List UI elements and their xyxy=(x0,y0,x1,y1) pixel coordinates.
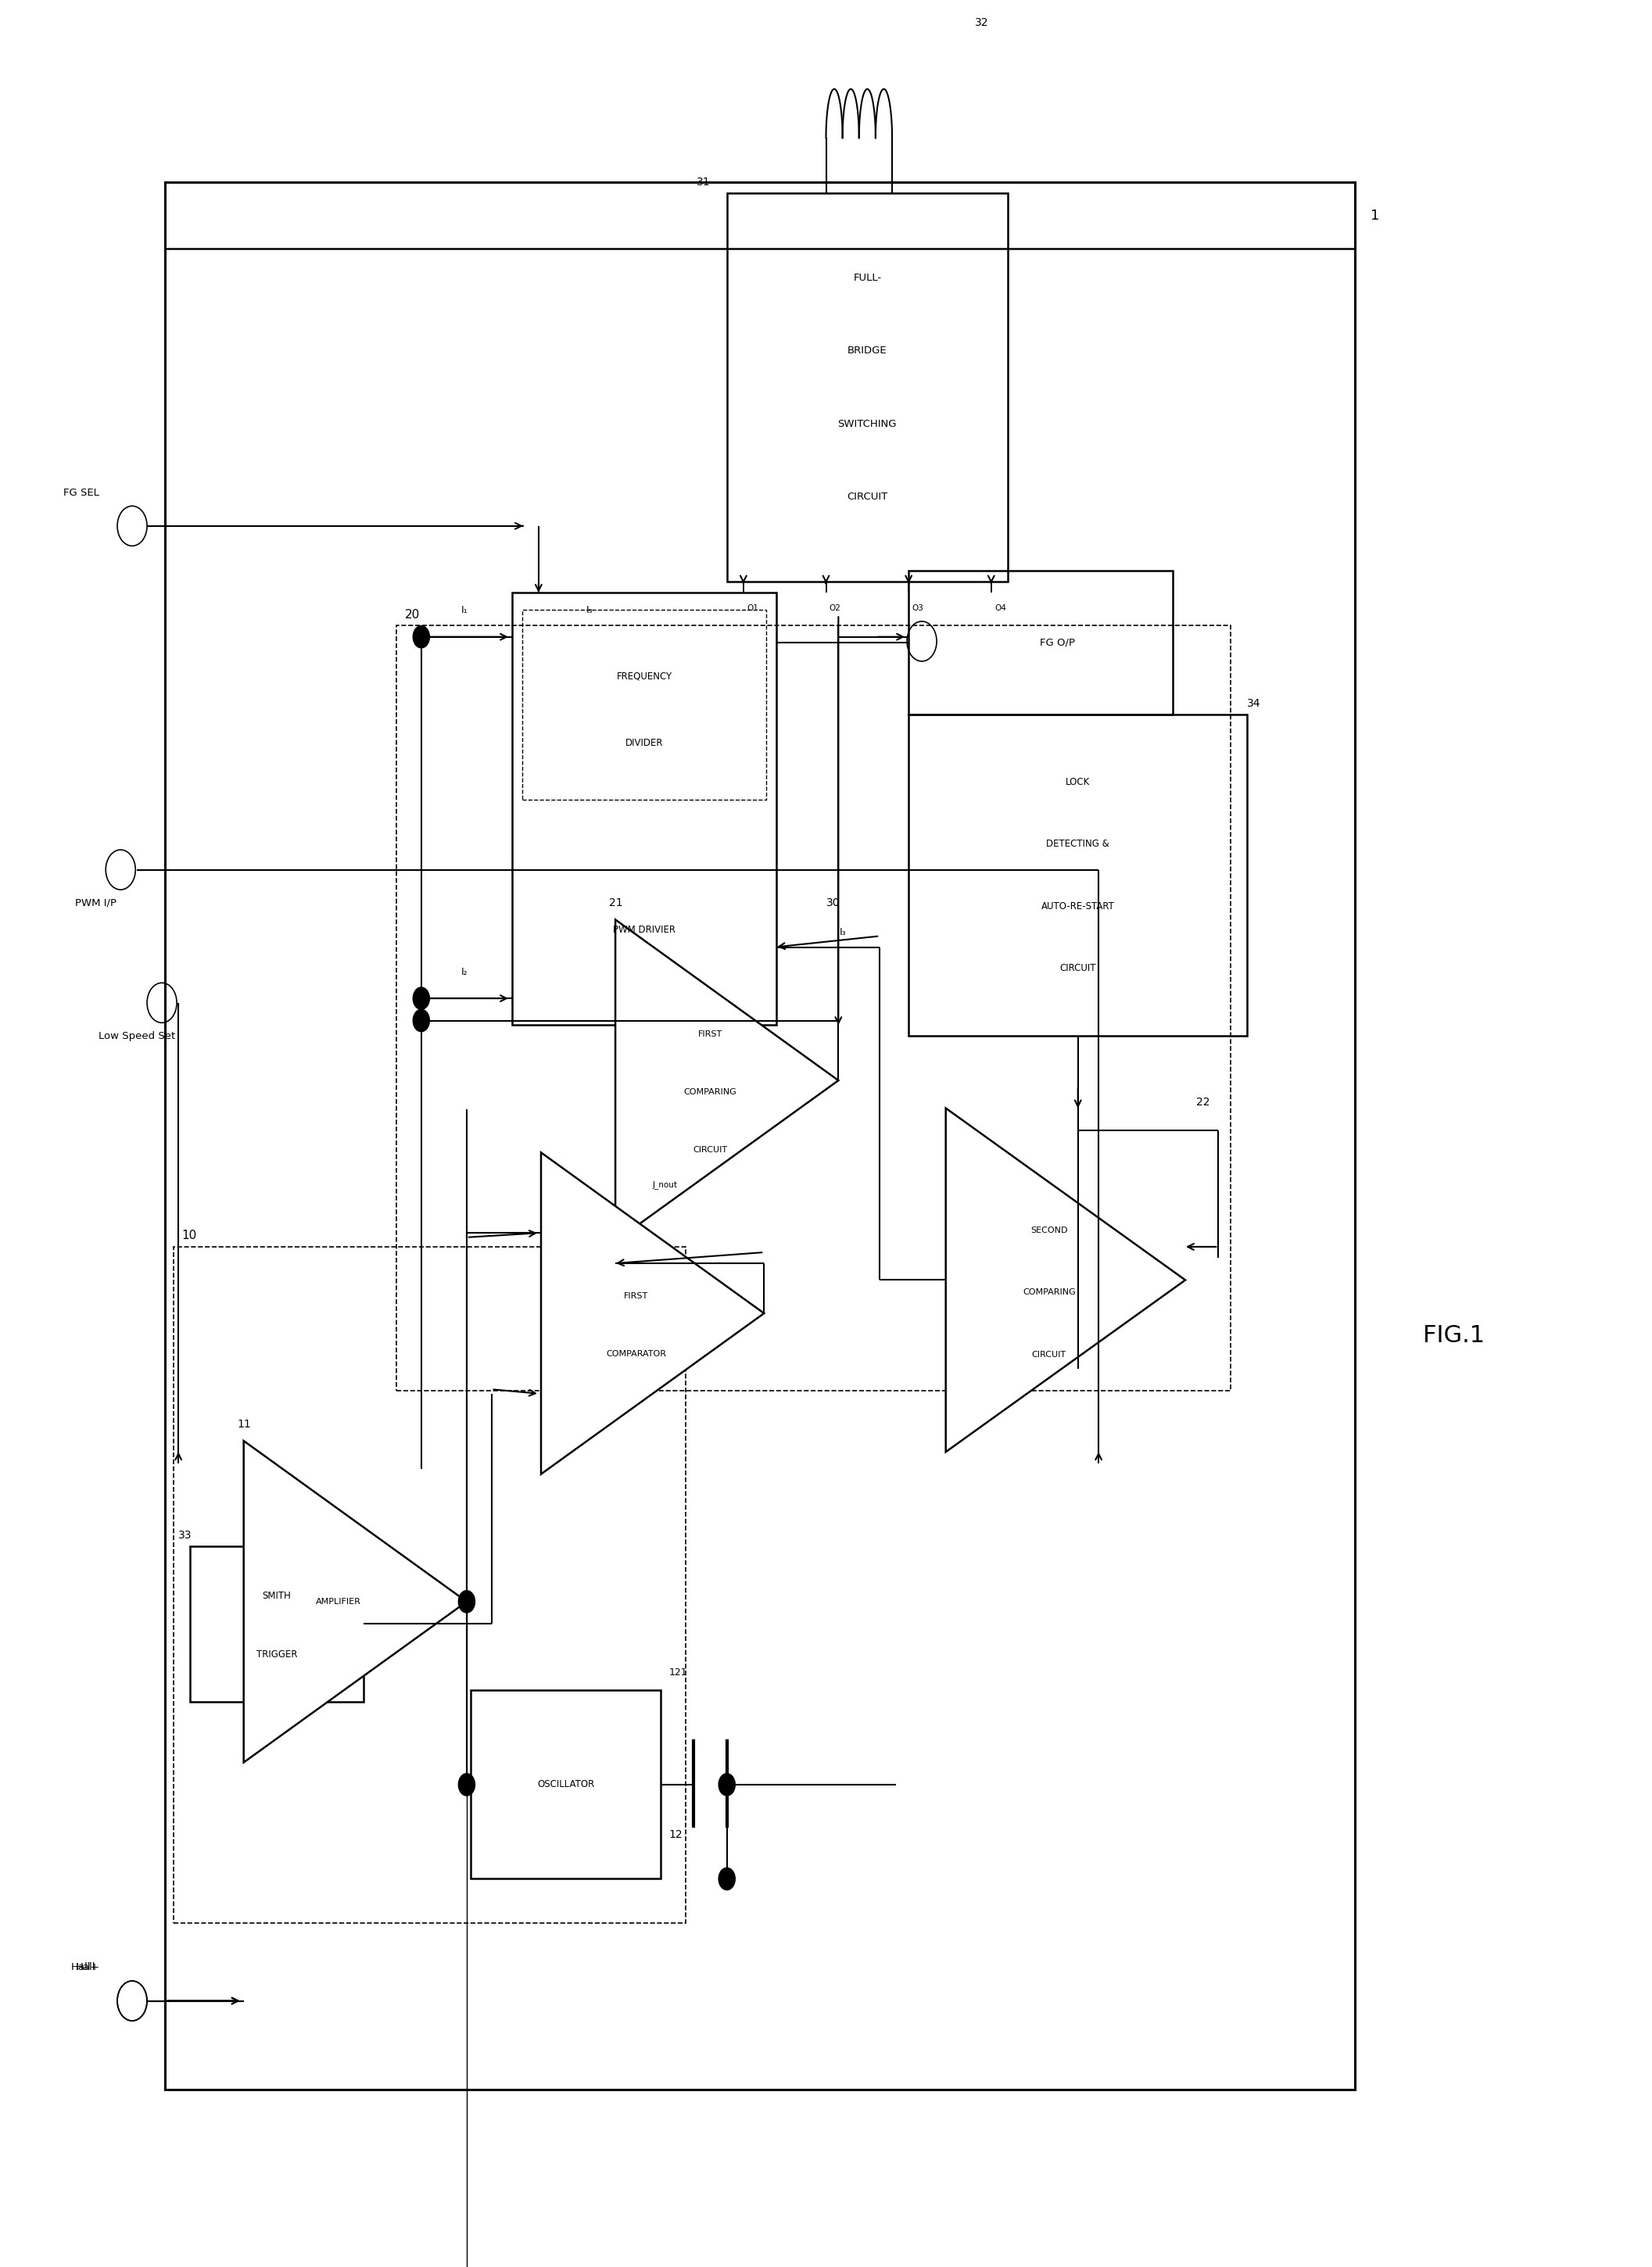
Text: CIRCUIT: CIRCUIT xyxy=(847,492,887,503)
Circle shape xyxy=(719,1773,735,1795)
Text: I₂: I₂ xyxy=(461,966,468,977)
Text: O4: O4 xyxy=(995,603,1006,612)
Text: COMPARING: COMPARING xyxy=(684,1088,737,1095)
Text: BRIDGE: BRIDGE xyxy=(847,345,887,356)
Circle shape xyxy=(413,1009,430,1031)
Text: Hall-: Hall- xyxy=(76,1963,99,1972)
Text: OSCILLATOR: OSCILLATOR xyxy=(537,1780,595,1789)
Circle shape xyxy=(458,1591,476,1612)
Text: 1: 1 xyxy=(1371,209,1379,222)
Text: 34: 34 xyxy=(1247,698,1260,710)
Text: SECOND: SECOND xyxy=(1031,1226,1067,1233)
Polygon shape xyxy=(243,1442,466,1761)
Text: 22: 22 xyxy=(1196,1097,1209,1109)
Text: FIRST: FIRST xyxy=(624,1292,648,1299)
Text: COMPARING: COMPARING xyxy=(1023,1288,1075,1297)
Text: CIRCUIT: CIRCUIT xyxy=(694,1145,727,1154)
Text: AMPLIFIER: AMPLIFIER xyxy=(316,1598,362,1605)
Text: PWM I/P: PWM I/P xyxy=(74,898,117,909)
Text: PWM DRIVIER: PWM DRIVIER xyxy=(613,925,676,934)
Text: FREQUENCY: FREQUENCY xyxy=(616,671,672,682)
Text: SWITCHING: SWITCHING xyxy=(838,419,897,428)
Text: Low Speed Set: Low Speed Set xyxy=(99,1031,175,1041)
Text: 30: 30 xyxy=(826,898,839,909)
Text: 31: 31 xyxy=(697,177,710,188)
Circle shape xyxy=(413,988,430,1009)
Text: CIRCUIT: CIRCUIT xyxy=(1059,963,1097,973)
Text: J_nout: J_nout xyxy=(653,1181,677,1188)
Text: FIRST: FIRST xyxy=(699,1031,722,1038)
Text: 33: 33 xyxy=(178,1530,192,1542)
Circle shape xyxy=(719,1868,735,1891)
Text: CIRCUIT: CIRCUIT xyxy=(1032,1351,1066,1358)
Text: 10: 10 xyxy=(182,1229,197,1242)
Text: LOCK: LOCK xyxy=(1066,778,1090,787)
Text: DIVIDER: DIVIDER xyxy=(626,739,662,748)
Text: I₃: I₃ xyxy=(839,927,846,936)
Text: I₃: I₃ xyxy=(586,605,593,614)
Text: FG O/P: FG O/P xyxy=(1039,637,1075,648)
Text: 121: 121 xyxy=(669,1669,687,1678)
Text: TRIGGER: TRIGGER xyxy=(256,1650,297,1659)
Circle shape xyxy=(413,626,430,648)
Polygon shape xyxy=(945,1109,1186,1451)
Text: DETECTING &: DETECTING & xyxy=(1046,839,1110,850)
Polygon shape xyxy=(542,1152,763,1474)
Text: 11: 11 xyxy=(238,1419,251,1430)
Circle shape xyxy=(458,1773,476,1795)
Text: AUTO-RE-START: AUTO-RE-START xyxy=(1041,902,1115,911)
Text: FG SEL: FG SEL xyxy=(63,487,99,499)
Text: FIG.1: FIG.1 xyxy=(1422,1324,1485,1347)
Text: 20: 20 xyxy=(405,610,420,621)
Text: COMPARATOR: COMPARATOR xyxy=(606,1349,666,1358)
Text: I₁: I₁ xyxy=(461,605,468,614)
Polygon shape xyxy=(615,920,839,1242)
Text: FULL-: FULL- xyxy=(852,272,882,283)
Text: SMITH: SMITH xyxy=(263,1591,291,1601)
Text: 12: 12 xyxy=(669,1829,682,1841)
Text: 32: 32 xyxy=(975,18,988,27)
Text: O3: O3 xyxy=(912,603,923,612)
Text: 21: 21 xyxy=(610,898,623,909)
Text: O2: O2 xyxy=(829,603,841,612)
Text: O1: O1 xyxy=(747,603,758,612)
Text: Hall+: Hall+ xyxy=(71,1963,99,1972)
